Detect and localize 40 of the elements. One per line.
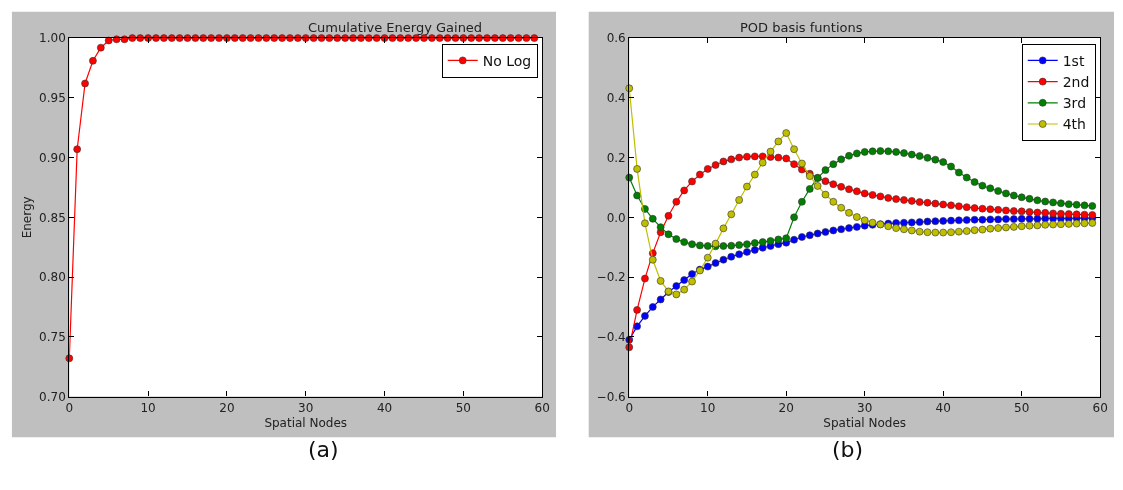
- x-tick-label: 10: [700, 401, 716, 416]
- x-tick-label: 0: [625, 401, 634, 416]
- text: (a): [308, 437, 339, 462]
- x-tick-label: 60: [534, 401, 550, 416]
- x-tick-label: 40: [935, 401, 951, 416]
- y-tick-label: 0.85: [39, 210, 66, 225]
- y-tick-label: 0.90: [39, 150, 66, 165]
- x-tick-label: 10: [140, 401, 156, 416]
- y-tick-label: 0.70: [39, 389, 66, 404]
- y-tick-label: 0.4: [606, 91, 626, 106]
- y-tick-label: 1.00: [39, 31, 66, 46]
- y-tick-label: 0.95: [39, 91, 66, 106]
- y-tick-label: −0.4: [596, 330, 626, 344]
- y-tick-label: −0.2: [596, 270, 626, 285]
- x-tick-label: 40: [376, 401, 393, 416]
- x-tick-label: 50: [455, 401, 472, 416]
- x-tick-label: 30: [857, 401, 873, 416]
- y-tick-label: 0.75: [39, 330, 66, 344]
- legend-label: No Log: [482, 52, 532, 69]
- x-axis-title: Spatial Nodes: [264, 415, 348, 430]
- y-tick-label: 0.2: [606, 150, 626, 165]
- y-tick-label: 0.0: [606, 210, 626, 225]
- y-tick-label: 0.6: [606, 31, 626, 46]
- x-tick-label: 50: [1014, 401, 1030, 416]
- chart-title: Cumulative Energy Gained: [308, 20, 483, 35]
- y-tick-label: 0.80: [39, 270, 66, 285]
- chart-title: POD basis funtions: [740, 20, 863, 35]
- y-axis-title: Energy: [20, 196, 35, 239]
- x-tick-label: 0: [65, 401, 74, 416]
- legend-label: 1st: [1062, 52, 1085, 69]
- x-tick-label: 20: [778, 401, 794, 416]
- legend-label: 4th: [1062, 116, 1086, 133]
- x-tick-label: 30: [298, 401, 314, 416]
- legend-label: 2nd: [1062, 74, 1090, 91]
- y-tick-label: −0.6: [596, 389, 626, 404]
- text: (b): [832, 437, 864, 462]
- x-axis-title: Spatial Nodes: [823, 415, 907, 430]
- x-tick-label: 60: [1092, 401, 1108, 416]
- legend-label: 3rd: [1062, 95, 1087, 112]
- x-tick-label: 20: [219, 401, 235, 416]
